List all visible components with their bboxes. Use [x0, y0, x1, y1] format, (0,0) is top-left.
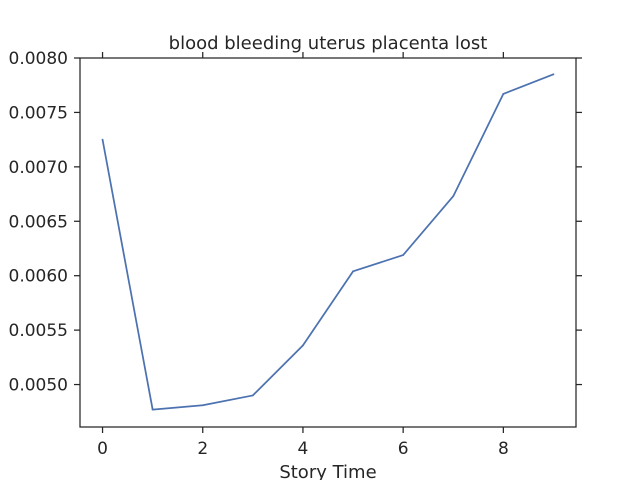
x-tick-label: 0: [97, 439, 108, 459]
y-tick-label: 0.0075: [9, 103, 68, 123]
series-line: [101, 73, 554, 411]
data-point: [302, 344, 304, 347]
y-tick-label: 0.0080: [9, 49, 68, 69]
data-point: [151, 408, 154, 411]
data-point: [251, 394, 254, 397]
series-layer: [101, 73, 555, 411]
axis-ticks: 0 2 4 6 8 0.0050 0.0055 0.0060 0.0065 0.0070 0.007…: [9, 49, 582, 459]
data-point: [101, 138, 104, 141]
y-tick-label: 0.0070: [9, 158, 68, 178]
data-point: [552, 73, 555, 76]
y-tick-label: 0.0065: [9, 212, 68, 232]
data-point: [352, 270, 354, 273]
x-axis-label: Story Time: [279, 462, 376, 480]
data-point: [452, 195, 455, 198]
data-point: [402, 254, 405, 256]
y-tick-label: 0.0050: [9, 376, 68, 396]
x-tick-label: 2: [197, 439, 208, 459]
x-tick-label: 6: [398, 439, 409, 459]
data-point: [201, 404, 204, 407]
data-point: [502, 93, 505, 95]
y-tick-label: 0.0060: [9, 267, 68, 287]
y-tick-label: 0.0055: [9, 321, 68, 341]
chart-title: blood bleeding uterus placenta lost: [169, 33, 488, 54]
x-tick-label: 8: [498, 439, 509, 459]
x-tick-label: 4: [298, 439, 309, 459]
plot-area: [79, 57, 577, 428]
